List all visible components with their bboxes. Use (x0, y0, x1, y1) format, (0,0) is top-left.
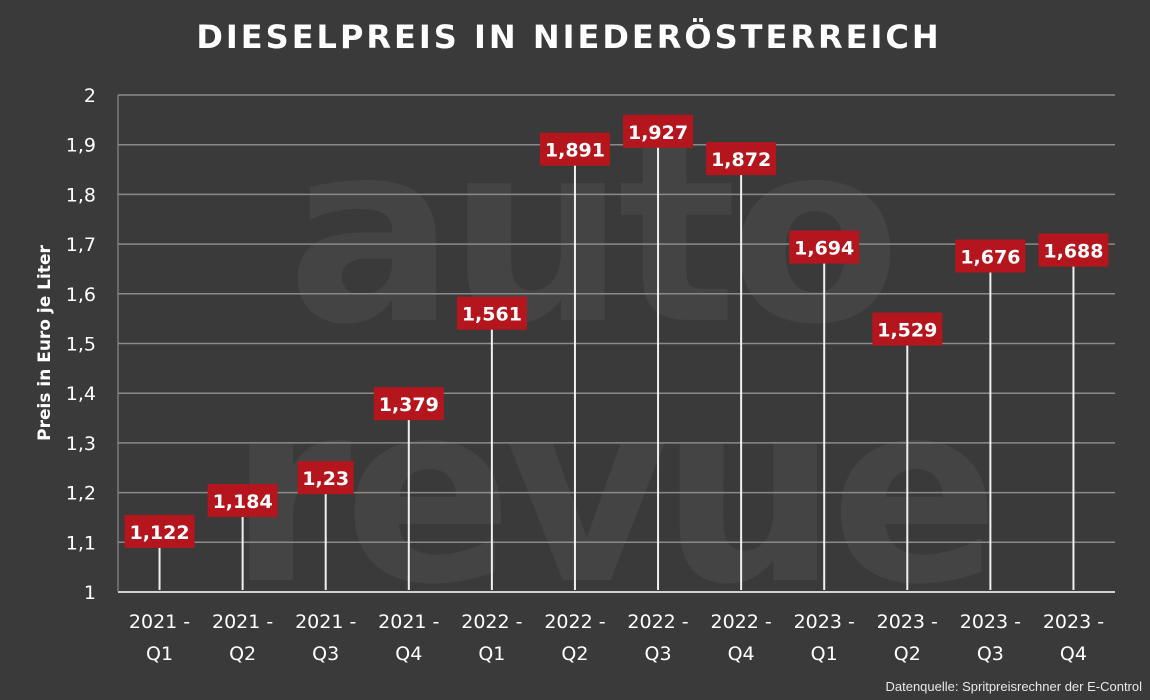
data-labels: 1,122 1,184 1,23 1,379 1,561 1,891 1,927 1,872 1… (124, 114, 1109, 548)
y-tick-label: 2 (84, 85, 96, 107)
y-axis-label: Preis in Euro je Liter (35, 245, 55, 441)
y-tick-label: 1,9 (66, 135, 96, 157)
data-label: 1,122 (129, 522, 189, 544)
x-tick-label: 2023 -Q4 (1043, 611, 1104, 665)
data-label-box (539, 132, 610, 166)
x-tick-label: 2022 -Q3 (627, 611, 688, 665)
x-tick-label: 2023 -Q3 (960, 611, 1021, 665)
data-label-box (297, 461, 354, 495)
data-label: 1,23 (302, 468, 349, 490)
x-tick-label: 2021 -Q2 (212, 611, 273, 665)
data-label-box (789, 230, 860, 264)
x-tick-label: 2022 -Q2 (544, 611, 605, 665)
chart-title: DIESELPREIS IN NIEDERÖSTERREICH (196, 18, 941, 56)
data-label-box (207, 484, 278, 518)
data-label-box (872, 312, 943, 346)
data-label-box (456, 296, 527, 330)
data-label: 1,688 (1043, 241, 1103, 263)
data-label: 1,529 (877, 320, 937, 342)
data-label-box (1038, 233, 1109, 267)
axes: 1 1,1 1,2 1,3 1,4 1,5 1,6 1,7 1,8 1,9 2 (66, 85, 1115, 604)
y-tick-label: 1 (84, 582, 96, 604)
data-label: 1,891 (545, 140, 605, 162)
x-tick-label: 2023 -Q1 (794, 611, 855, 665)
data-label-box (124, 514, 195, 548)
data-label: 1,694 (794, 238, 854, 260)
x-tick-labels: 2021 -Q1 2021 -Q2 2021 -Q3 2021 -Q4 2022 -Q1… (129, 611, 1104, 665)
x-tick-label: 2022 -Q4 (711, 611, 772, 665)
gridlines (118, 94, 1115, 544)
y-tick-label: 1,3 (66, 433, 96, 455)
data-label-box (706, 142, 777, 176)
watermark-text-revue: revue (228, 348, 991, 639)
data-label-box (955, 239, 1026, 273)
y-tick-label: 1,5 (66, 334, 96, 356)
y-tick-label: 1,1 (66, 532, 96, 554)
x-tick-label: 2023 -Q2 (877, 611, 938, 665)
data-label-box (373, 387, 444, 421)
y-tick-label: 1,8 (66, 184, 96, 206)
x-tick-label: 2021 -Q4 (378, 611, 439, 665)
data-label: 1,184 (213, 491, 273, 513)
data-source-note: Datenquelle: Spritpreisrechner der E-Con… (885, 679, 1142, 694)
data-label-box (623, 114, 694, 148)
x-tick-label: 2021 -Q1 (129, 611, 190, 665)
x-tick-label: 2021 -Q3 (295, 611, 356, 665)
y-tick-label: 1,6 (66, 284, 96, 306)
data-label: 1,927 (628, 122, 688, 144)
data-label: 1,379 (379, 394, 439, 416)
data-label: 1,561 (462, 304, 522, 326)
y-tick-label: 1,4 (66, 383, 96, 405)
data-label: 1,872 (711, 149, 771, 171)
stems (158, 131, 1075, 590)
y-tick-label: 1,2 (66, 483, 96, 505)
data-label: 1,676 (960, 247, 1020, 269)
x-tick-label: 2022 -Q1 (461, 611, 522, 665)
y-tick-label: 1,7 (66, 234, 96, 256)
